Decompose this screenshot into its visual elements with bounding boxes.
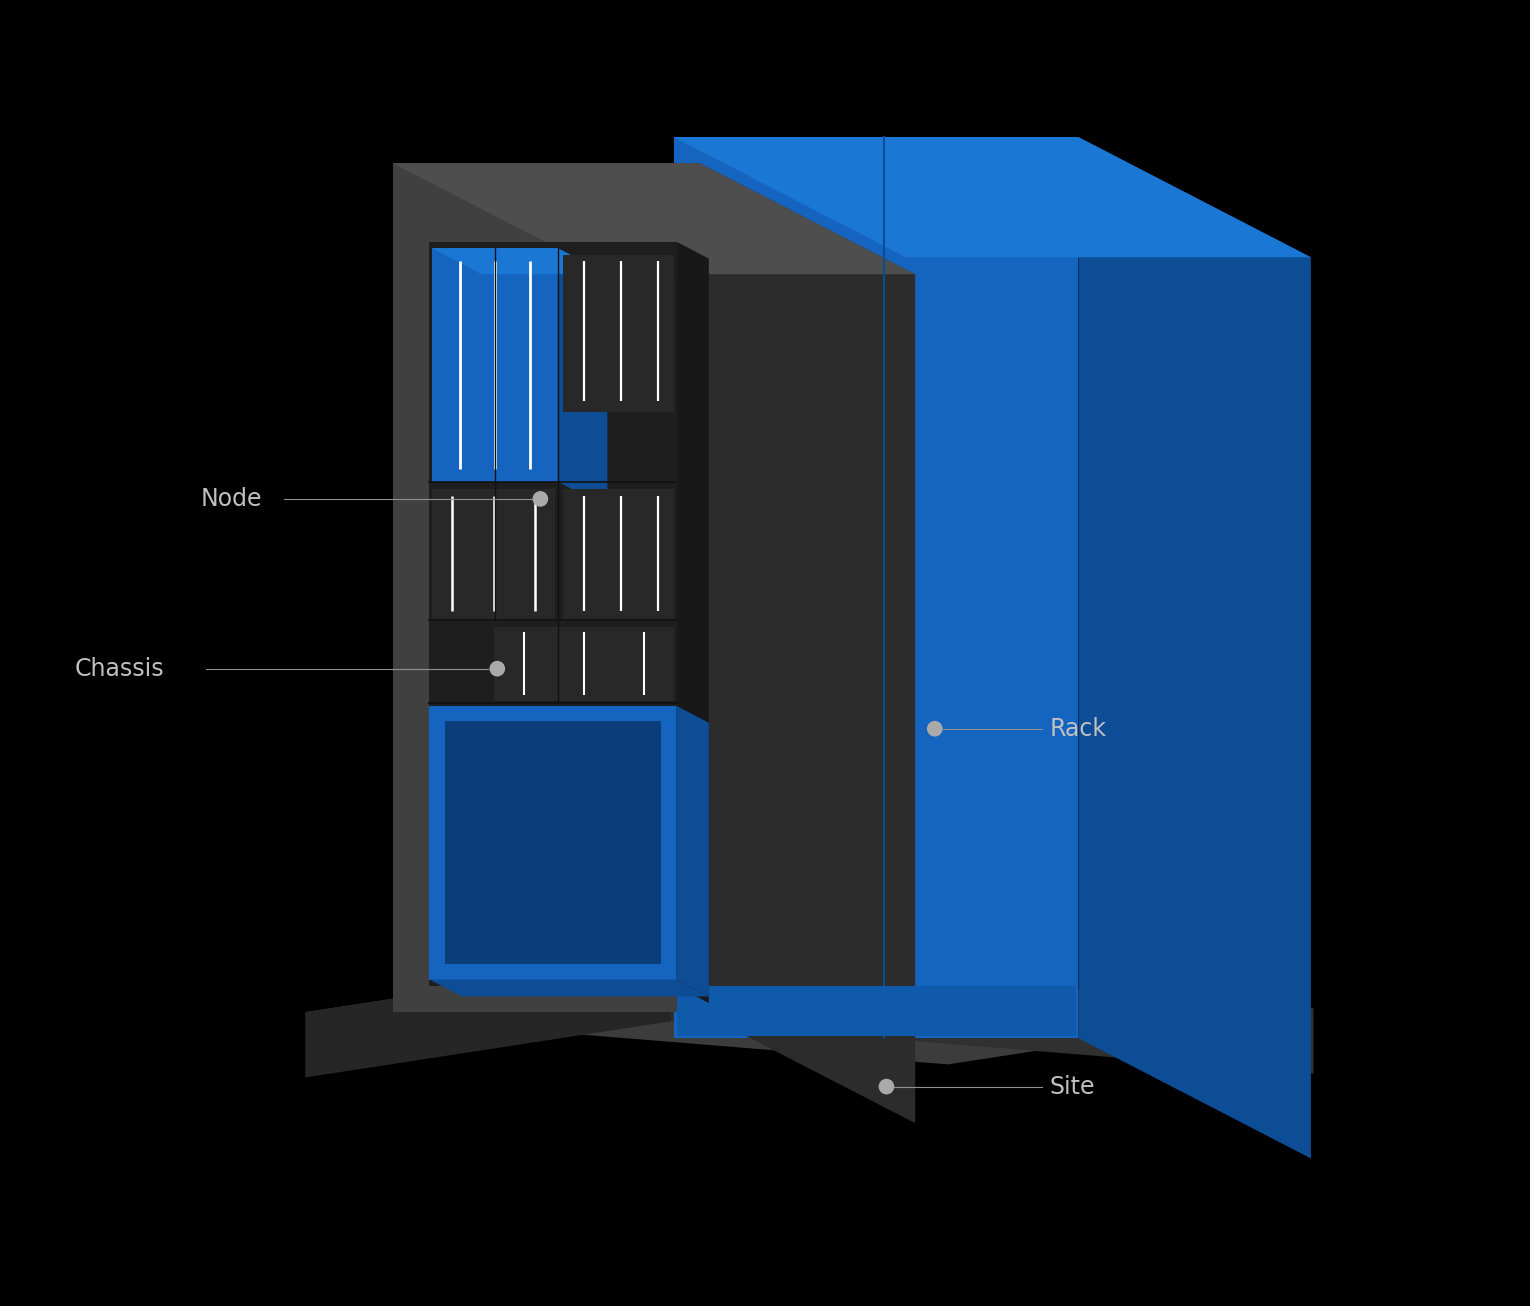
Polygon shape [563,255,673,411]
Polygon shape [678,986,1076,1036]
Polygon shape [393,163,699,1012]
Polygon shape [672,956,1314,1074]
Polygon shape [563,490,673,620]
Polygon shape [431,490,555,620]
Polygon shape [558,248,607,508]
Polygon shape [430,980,708,996]
Polygon shape [430,242,676,986]
Polygon shape [430,705,676,980]
Text: Rack: Rack [1050,717,1106,741]
Circle shape [927,721,942,737]
Polygon shape [430,242,676,703]
Polygon shape [494,627,673,700]
Polygon shape [673,137,1079,1038]
Circle shape [532,491,548,507]
Polygon shape [1079,137,1311,1158]
Polygon shape [306,956,1314,1064]
Polygon shape [306,956,672,1077]
Polygon shape [676,242,708,1003]
Polygon shape [699,163,915,1123]
Polygon shape [431,248,607,274]
Polygon shape [431,248,558,482]
Polygon shape [393,163,915,274]
Circle shape [878,1079,895,1094]
Polygon shape [673,137,1311,257]
Text: Chassis: Chassis [75,657,164,680]
Text: Node: Node [200,487,262,511]
Polygon shape [676,705,708,996]
Polygon shape [445,721,661,964]
Text: Site: Site [1050,1075,1095,1098]
Circle shape [490,661,505,677]
